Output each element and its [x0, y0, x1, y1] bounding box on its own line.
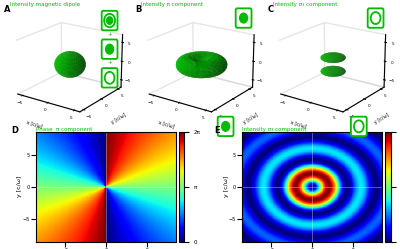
X-axis label: x [c/ω]: x [c/ω]	[158, 120, 175, 129]
Text: A: A	[4, 5, 11, 14]
Text: C: C	[267, 5, 273, 14]
Circle shape	[240, 13, 248, 23]
Text: B: B	[136, 5, 142, 14]
Circle shape	[222, 122, 230, 131]
Text: +: +	[107, 32, 112, 37]
Circle shape	[106, 17, 113, 24]
Text: Intensity π component: Intensity π component	[142, 2, 204, 7]
FancyBboxPatch shape	[102, 39, 118, 59]
Text: Intensity magnetic dipole: Intensity magnetic dipole	[10, 2, 80, 7]
Y-axis label: y [c/ω]: y [c/ω]	[242, 112, 259, 125]
Y-axis label: y [c/ω]: y [c/ω]	[111, 112, 127, 125]
Text: Intensity σ₃ component: Intensity σ₃ component	[242, 126, 307, 131]
FancyBboxPatch shape	[102, 68, 118, 88]
Y-axis label: y [c/ω]: y [c/ω]	[18, 176, 22, 197]
Circle shape	[106, 44, 114, 54]
Text: Phase  π component: Phase π component	[36, 126, 92, 131]
Text: +: +	[107, 61, 112, 65]
FancyBboxPatch shape	[351, 117, 367, 136]
X-axis label: x [c/ω]: x [c/ω]	[290, 120, 307, 129]
Text: Intensity σ₃ component: Intensity σ₃ component	[273, 2, 337, 7]
FancyBboxPatch shape	[218, 117, 234, 136]
X-axis label: x [c/ω]: x [c/ω]	[26, 120, 44, 129]
FancyBboxPatch shape	[236, 8, 252, 28]
Y-axis label: y [c/ω]: y [c/ω]	[374, 112, 390, 125]
FancyBboxPatch shape	[102, 11, 118, 30]
Text: D: D	[11, 126, 18, 135]
FancyBboxPatch shape	[368, 8, 384, 28]
Text: E: E	[214, 126, 220, 135]
Y-axis label: y [c/ω]: y [c/ω]	[224, 176, 229, 197]
